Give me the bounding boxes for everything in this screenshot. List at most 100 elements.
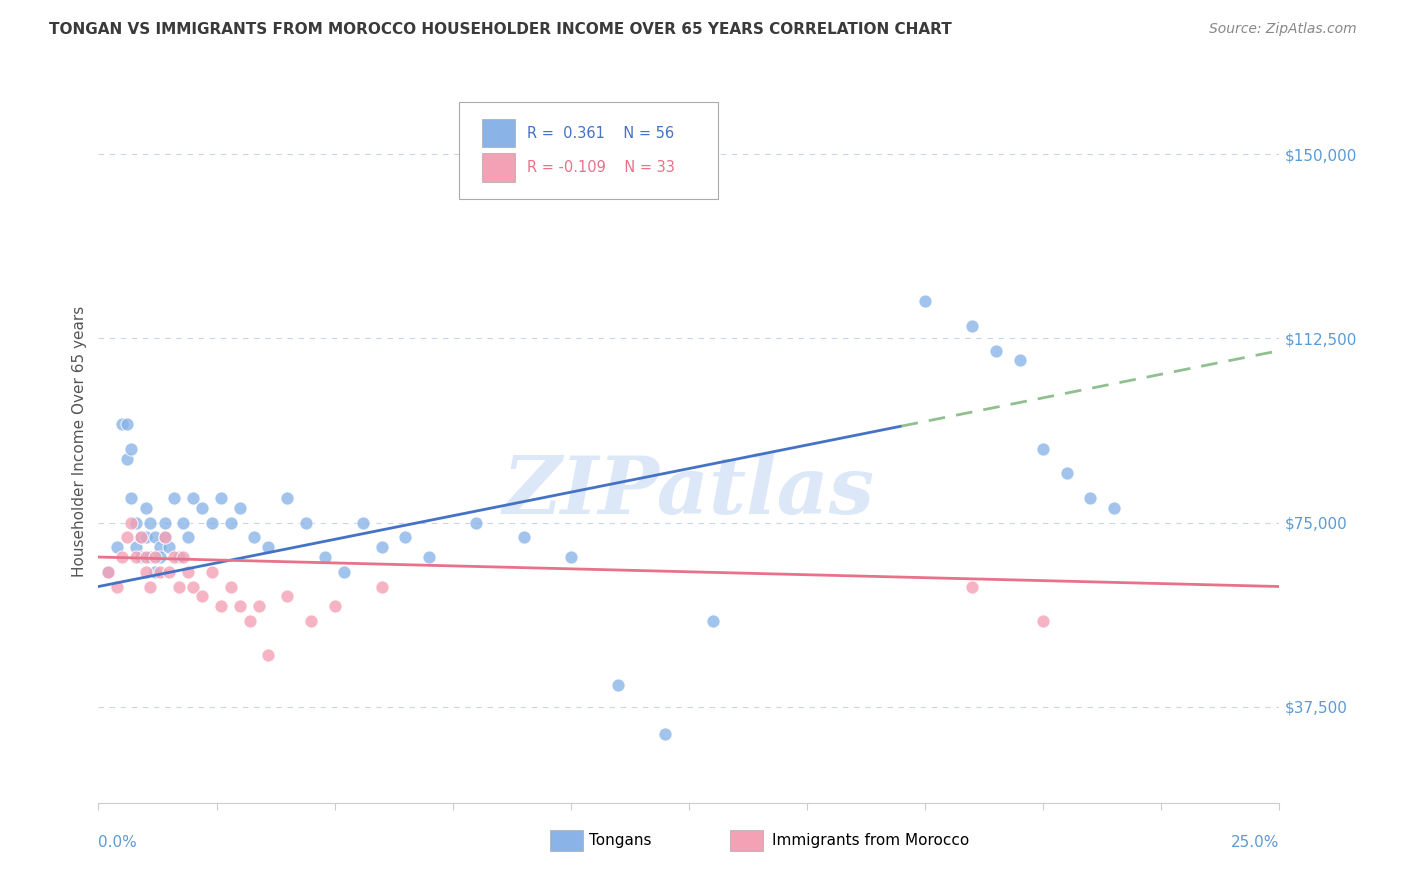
Point [560,549,582,564]
Point [418,549,440,564]
Point [167,549,190,564]
Point [135,500,157,515]
Text: R =  0.361    N = 56: R = 0.361 N = 56 [527,126,675,141]
Point [1080,491,1102,505]
FancyBboxPatch shape [458,102,718,200]
Point [125,516,148,530]
Point [121,491,143,505]
Point [97,565,120,579]
Point [97,565,120,579]
Point [394,530,416,544]
Point [163,549,186,564]
Point [276,491,298,505]
Point [1032,614,1054,628]
Point [172,549,194,564]
Point [129,530,152,544]
Text: Tongans: Tongans [589,833,651,848]
Point [209,491,232,505]
Point [371,580,394,594]
Point [512,530,534,544]
Point [153,516,176,530]
Text: 25.0%: 25.0% [1232,835,1279,850]
Point [191,500,214,515]
Point [143,530,166,544]
Point [111,549,134,564]
Point [121,516,143,530]
Point [125,549,148,564]
Point [135,565,157,579]
Point [111,417,134,432]
Point [167,580,190,594]
Point [465,516,488,530]
Point [143,549,166,564]
Point [129,530,152,544]
Point [299,614,322,628]
Point [219,516,242,530]
Point [257,648,280,663]
Point [181,491,204,505]
Point [105,580,128,594]
Point [314,549,336,564]
Point [153,530,176,544]
Point [157,565,180,579]
Point [962,580,984,594]
Point [1056,467,1078,481]
Point [143,565,166,579]
Text: R = -0.109    N = 33: R = -0.109 N = 33 [527,161,675,175]
Point [177,565,200,579]
Point [229,500,252,515]
Point [139,516,162,530]
Point [607,678,630,692]
Point [295,516,318,530]
Point [219,580,242,594]
Point [201,565,224,579]
Point [139,549,162,564]
Point [129,549,152,564]
Point [1008,353,1031,368]
Point [229,599,252,614]
Point [702,614,724,628]
Text: Source: ZipAtlas.com: Source: ZipAtlas.com [1209,22,1357,37]
Point [962,319,984,334]
Point [115,451,138,466]
Point [333,565,356,579]
Point [914,294,936,309]
Point [149,549,172,564]
Point [243,530,266,544]
Point [115,530,138,544]
Point [172,516,194,530]
Point [239,614,262,628]
Y-axis label: Householder Income Over 65 years: Householder Income Over 65 years [72,306,87,577]
Point [323,599,346,614]
Point [153,530,176,544]
Point [115,417,138,432]
Point [149,565,172,579]
FancyBboxPatch shape [730,830,763,851]
Point [135,549,157,564]
Point [371,540,394,554]
Point [135,530,157,544]
Point [276,590,298,604]
Point [1102,500,1125,515]
Point [105,540,128,554]
Point [984,343,1007,358]
Point [181,580,204,594]
Point [191,590,214,604]
Point [352,516,374,530]
Text: TONGAN VS IMMIGRANTS FROM MOROCCO HOUSEHOLDER INCOME OVER 65 YEARS CORRELATION C: TONGAN VS IMMIGRANTS FROM MOROCCO HOUSEH… [49,22,952,37]
Point [163,491,186,505]
FancyBboxPatch shape [482,153,516,182]
Point [177,530,200,544]
FancyBboxPatch shape [482,119,516,147]
Point [125,540,148,554]
Text: 0.0%: 0.0% [98,835,138,850]
Point [201,516,224,530]
Point [121,442,143,456]
Text: ZIPatlas: ZIPatlas [503,453,875,531]
Point [654,727,676,741]
Point [1032,442,1054,456]
Point [157,540,180,554]
Point [139,580,162,594]
FancyBboxPatch shape [550,830,582,851]
Point [247,599,270,614]
